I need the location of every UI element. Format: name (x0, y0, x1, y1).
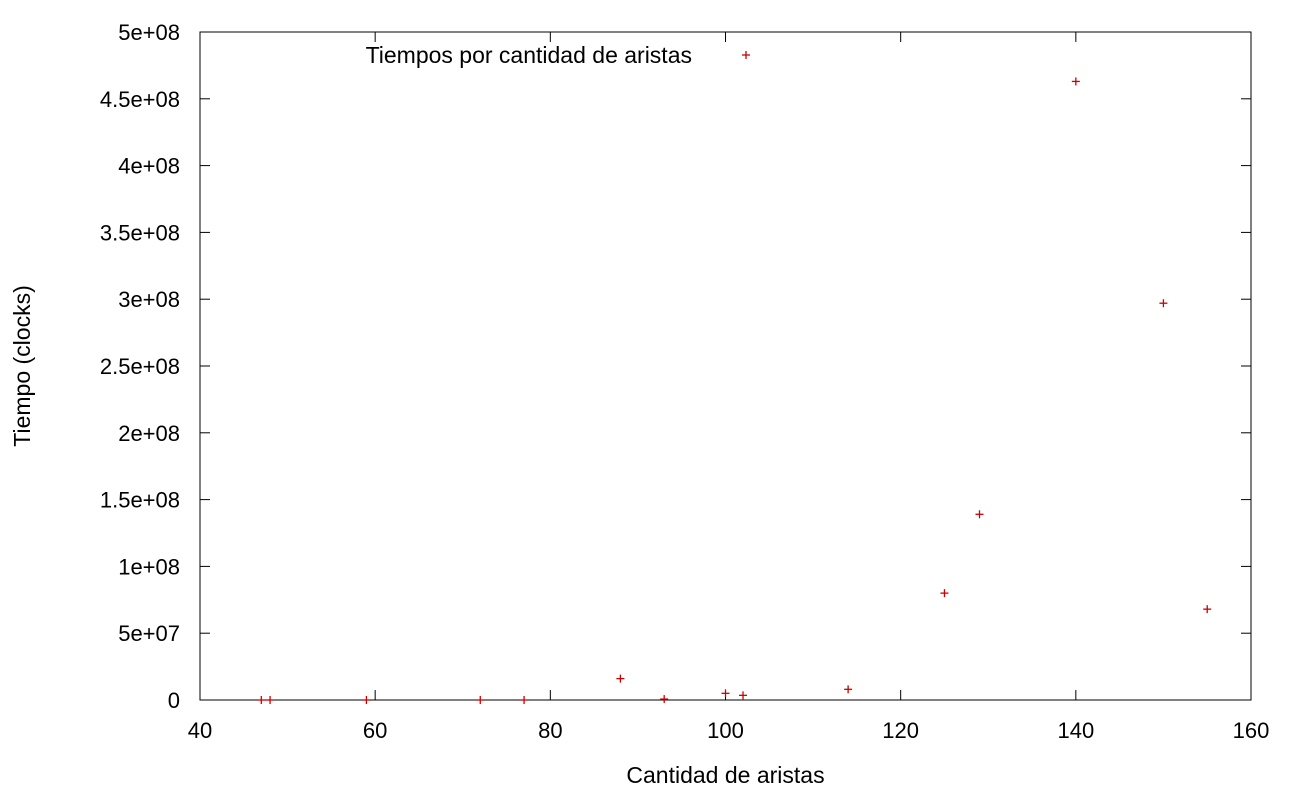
x-tick-label: 140 (1057, 718, 1094, 743)
y-tick-label: 2e+08 (118, 421, 180, 446)
x-tick-label: 60 (363, 718, 387, 743)
y-tick-label: 5e+08 (118, 20, 180, 45)
data-point (1071, 77, 1080, 86)
y-tick-label: 5e+07 (118, 621, 180, 646)
x-tick-label: 100 (707, 718, 744, 743)
tick-labels-layer: 40 60 80 100 120 140 160 0 5e+07 1e+08 1.5e+08 2e+0… (100, 20, 1270, 743)
data-point (266, 696, 275, 704)
y-tick-label: 0 (168, 688, 180, 713)
y-tick-label: 3e+08 (118, 287, 180, 312)
y-tick-label: 1e+08 (118, 554, 180, 579)
y-tick-label: 4.5e+08 (100, 87, 180, 112)
plot-frame (199, 31, 1252, 701)
x-tick-label: 160 (1233, 718, 1270, 743)
points-layer (257, 77, 1212, 704)
x-axis-label: Cantidad de aristas (626, 762, 824, 788)
y-tick-label: 3.5e+08 (100, 220, 180, 245)
y-tick-label: 4e+08 (118, 154, 180, 179)
data-point (975, 510, 984, 519)
data-point (721, 689, 730, 698)
data-point (362, 696, 371, 704)
x-tick-label: 40 (188, 718, 212, 743)
data-point (1203, 605, 1212, 614)
ticks-layer (199, 31, 1252, 701)
data-point (844, 685, 853, 694)
x-tick-label: 120 (882, 718, 919, 743)
y-tick-label: 1.5e+08 (100, 488, 180, 513)
legend-marker-plus (742, 51, 750, 59)
y-axis-label: Tiempo (clocks) (9, 285, 35, 446)
legend: Tiempos por cantidad de aristas (366, 42, 750, 68)
legend-label: Tiempos por cantidad de aristas (366, 42, 692, 68)
data-point (940, 589, 949, 598)
data-point (520, 696, 529, 704)
x-tick-label: 80 (538, 718, 562, 743)
data-point (257, 696, 266, 704)
y-tick-label: 2.5e+08 (100, 354, 180, 379)
data-point (660, 695, 669, 704)
data-point (616, 674, 625, 683)
legend-marker (742, 51, 750, 59)
data-point (1159, 299, 1168, 308)
data-point (739, 691, 748, 700)
data-point (476, 696, 485, 704)
